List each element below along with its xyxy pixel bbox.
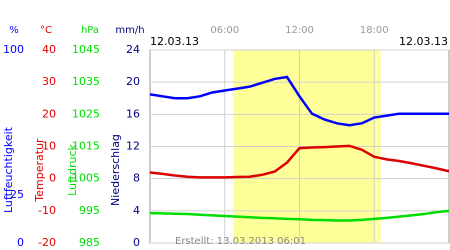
y-tick-label: 995 <box>79 204 100 217</box>
axis-unit: °C <box>40 25 52 36</box>
x-tick-label: 18:00 <box>360 25 389 36</box>
axis-title: Niederschlag <box>109 134 122 206</box>
series-line <box>149 75 449 127</box>
y-tick-label: 100 <box>3 43 24 56</box>
y-tick-label: 1025 <box>72 107 100 120</box>
y-tick-label: 30 <box>42 75 56 88</box>
y-tick-label: 24 <box>126 43 140 56</box>
y-tick-label: 40 <box>42 43 56 56</box>
y-tick-label: 8 <box>133 172 140 185</box>
axis-unit: mm/h <box>115 25 144 36</box>
y-tick-label: 12 <box>126 140 140 153</box>
y-tick-label: 25 <box>10 188 24 201</box>
y-tick-label: 16 <box>126 107 140 120</box>
axis-title: Luftdruck <box>66 143 79 195</box>
x-tick-label: 06:00 <box>210 25 239 36</box>
y-tick-label: 20 <box>42 107 56 120</box>
date-right: 12.03.13 <box>399 35 448 48</box>
axis-title: Temperatur <box>33 138 46 203</box>
axis-unit: hPa <box>81 25 99 36</box>
y-tick-label: 1005 <box>72 172 100 185</box>
y-tick-label: 4 <box>133 204 140 217</box>
y-tick-label: 1045 <box>72 43 100 56</box>
axis-title: Luftfeuchtigkeit <box>2 126 15 213</box>
created-note: Erstellt: 13.03.2013 06:01 <box>175 236 306 247</box>
y-tick-label: 0 <box>133 236 140 249</box>
x-tick-label: 12:00 <box>285 25 314 36</box>
y-tick-label: 10 <box>42 140 56 153</box>
y-tick-label: -20 <box>38 236 56 249</box>
axis-unit: % <box>9 25 19 36</box>
y-tick-label: 1015 <box>72 140 100 153</box>
series-line <box>149 144 450 179</box>
y-tick-label: 0 <box>17 236 24 249</box>
y-tick-label: 0 <box>49 172 56 185</box>
y-tick-label: 1035 <box>72 75 100 88</box>
date-left: 12.03.13 <box>150 35 199 48</box>
series-line <box>149 209 450 222</box>
y-tick-label: -10 <box>38 204 56 217</box>
y-tick-label: 985 <box>79 236 100 249</box>
y-tick-label: 20 <box>126 75 140 88</box>
